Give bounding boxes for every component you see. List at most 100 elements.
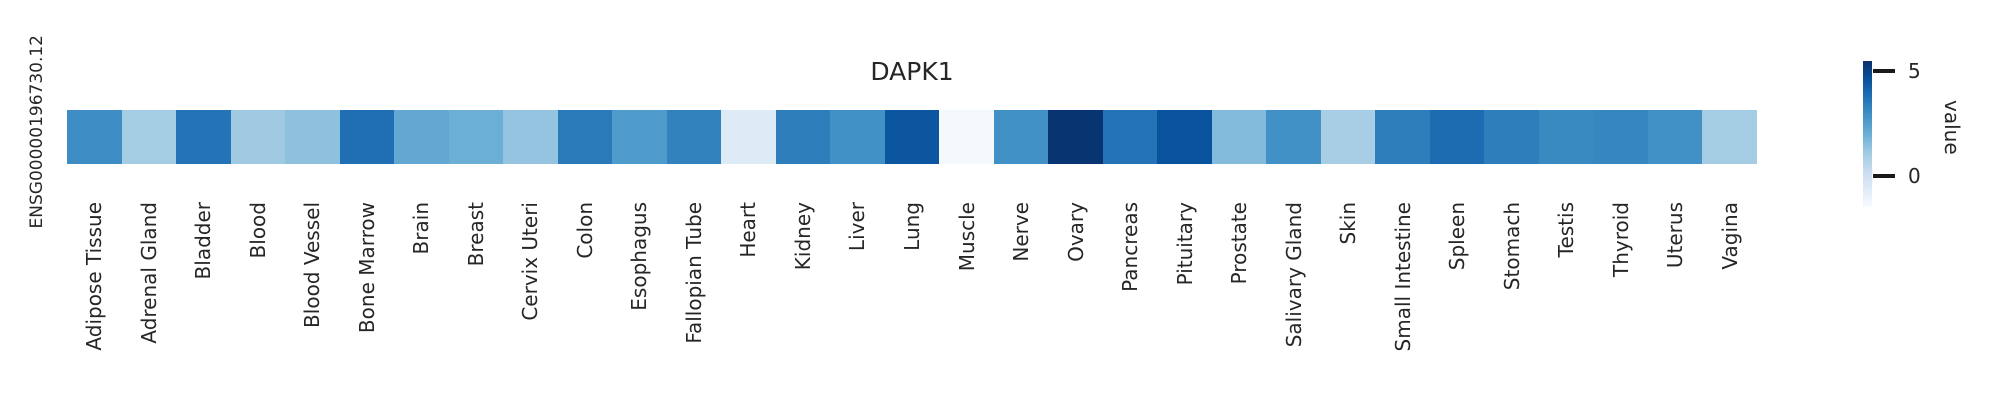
x-tick-label: Skin [1336,202,1361,245]
x-tick-label: Esophagus [627,202,652,311]
heatmap-cell [666,110,722,164]
x-tick-label: Adipose Tissue [82,202,107,351]
x-label-cell: Lung [885,202,940,402]
heatmap-cell [557,110,613,164]
x-axis-tissue-labels: Adipose Tissue Adrenal Gland Bladder Blood B… [67,202,1757,402]
heatmap-cell [993,110,1049,164]
heatmap-cell [884,110,940,164]
x-tick-label: Cervix Uteri [518,202,543,321]
x-tick-label: Uterus [1663,202,1688,269]
heatmap-cell [1157,110,1212,164]
heatmap-cell [230,110,286,164]
heatmap-cell [1702,110,1757,164]
colorbar-tick-label: 0 [1908,163,1921,188]
row-label-gene-id: ENSG00000196730.12 [27,35,47,229]
x-tick-label: Testis [1554,202,1579,258]
heatmap-cell [612,110,667,164]
chart-title: DAPK1 [870,57,954,86]
heatmap-cell [775,110,831,164]
x-tick-label: Colon [572,202,597,259]
heatmap-cell [1102,110,1158,164]
x-tick-label: Heart [736,202,761,258]
x-label-cell: Adrenal Gland [122,202,177,402]
x-label-cell: Fallopian Tube [667,202,722,402]
x-label-cell: Skin [1321,202,1376,402]
x-tick-label: Pancreas [1118,202,1143,292]
heatmap-cell [1375,110,1430,164]
x-label-cell: Testis [1539,202,1594,402]
heatmap-cell [830,110,885,164]
heatmap-cell [1593,110,1648,164]
x-label-cell: Colon [558,202,613,402]
x-label-cell: Heart [721,202,776,402]
x-label-cell: Kidney [776,202,831,402]
x-label-cell: Salivary Gland [1266,202,1321,402]
x-label-cell: Blood Vessel [285,202,340,402]
x-label-cell: Muscle [939,202,994,402]
x-tick-label: Small Intestine [1390,202,1415,352]
x-label-cell: Spleen [1430,202,1485,402]
x-label-cell: Vagina [1702,202,1757,402]
x-label-cell: Prostate [1212,202,1267,402]
colorbar-label: value [1940,100,1964,155]
x-label-cell: Stomach [1484,202,1539,402]
x-label-cell: Cervix Uteri [503,202,558,402]
x-label-cell: Bone Marrow [340,202,395,402]
heatmap-cell [1429,110,1485,164]
x-label-cell: Pancreas [1103,202,1158,402]
heatmap-cell [1320,110,1376,164]
x-tick-label: Blood [245,202,270,259]
x-tick-label: Spleen [1445,202,1470,271]
x-label-cell: Brain [394,202,449,402]
heatmap-cell [67,110,122,164]
heatmap-cell [1647,110,1703,164]
x-tick-label: Blood Vessel [300,202,325,328]
heatmap-cell [721,110,776,164]
x-label-cell: Esophagus [612,202,667,402]
x-tick-label: Fallopian Tube [681,202,706,344]
x-label-cell: Adipose Tissue [67,202,122,402]
x-tick-label: Ovary [1063,202,1088,262]
x-label-cell: Liver [830,202,885,402]
x-label-cell: Small Intestine [1375,202,1430,402]
x-label-cell: Uterus [1648,202,1703,402]
heatmap-cell [1048,110,1103,164]
x-label-cell: Thyroid [1593,202,1648,402]
x-tick-label: Prostate [1227,202,1252,285]
heatmap-cell [1538,110,1594,164]
x-tick-label: Nerve [1009,202,1034,262]
x-tick-label: Bone Marrow [354,202,379,334]
colorbar-gradient [1863,61,1872,207]
heatmap-cell [939,110,994,164]
heatmap-cell [121,110,177,164]
x-tick-label: Lung [899,202,924,251]
x-tick-label: Brain [409,202,434,255]
x-tick-label: Liver [845,202,870,252]
x-tick-label: Stomach [1499,202,1524,291]
x-tick-label: Breast [463,202,488,267]
x-label-cell: Breast [449,202,504,402]
colorbar-tick-mark [1873,69,1895,74]
heatmap-cell [448,110,504,164]
x-label-cell: Bladder [176,202,231,402]
x-tick-label: Salivary Gland [1281,202,1306,348]
heatmap-cell [503,110,558,164]
colorbar-tick-mark [1873,173,1895,178]
x-label-cell: Pituitary [1157,202,1212,402]
heatmap-cell [1211,110,1267,164]
colorbar-tick-label: 5 [1908,59,1921,84]
heatmap-cell [339,110,395,164]
x-tick-label: Kidney [790,202,815,271]
x-tick-label: Bladder [191,202,216,280]
x-tick-label: Pituitary [1172,202,1197,286]
heatmap-cell [176,110,231,164]
x-tick-label: Vagina [1717,202,1742,270]
heatmap-cell [1484,110,1539,164]
x-label-cell: Ovary [1048,202,1103,402]
heatmap-cell [285,110,340,164]
x-label-cell: Blood [231,202,286,402]
x-tick-label: Muscle [954,202,979,272]
x-tick-label: Thyroid [1608,202,1633,277]
heatmap-cell [394,110,449,164]
